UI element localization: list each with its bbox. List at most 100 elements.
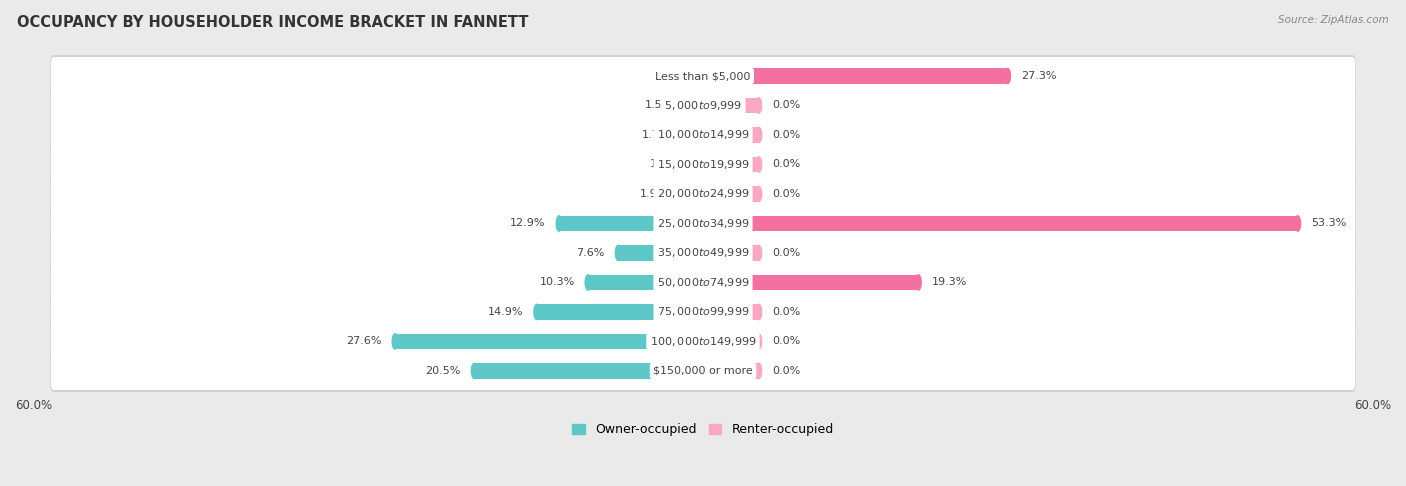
Text: 53.3%: 53.3% <box>1310 219 1347 228</box>
Text: 0.0%: 0.0% <box>772 130 800 140</box>
Circle shape <box>1005 69 1011 84</box>
Text: 20.5%: 20.5% <box>426 366 461 376</box>
Text: OCCUPANCY BY HOUSEHOLDER INCOME BRACKET IN FANNETT: OCCUPANCY BY HOUSEHOLDER INCOME BRACKET … <box>17 15 529 30</box>
Bar <box>619 245 703 260</box>
Circle shape <box>756 186 762 202</box>
Circle shape <box>392 334 398 349</box>
FancyBboxPatch shape <box>51 87 1355 124</box>
FancyBboxPatch shape <box>51 116 1355 154</box>
Bar <box>703 245 759 260</box>
Text: $75,000 to $99,999: $75,000 to $99,999 <box>657 306 749 318</box>
FancyBboxPatch shape <box>51 175 1355 213</box>
Text: 0.0%: 0.0% <box>772 159 800 170</box>
Circle shape <box>616 245 621 260</box>
Text: $150,000 or more: $150,000 or more <box>654 366 752 376</box>
FancyBboxPatch shape <box>51 232 1355 274</box>
Circle shape <box>756 245 762 260</box>
FancyBboxPatch shape <box>51 291 1355 333</box>
FancyBboxPatch shape <box>51 322 1355 361</box>
Circle shape <box>756 363 762 379</box>
Text: $20,000 to $24,999: $20,000 to $24,999 <box>657 188 749 201</box>
FancyBboxPatch shape <box>51 234 1355 272</box>
Bar <box>703 69 1008 84</box>
FancyBboxPatch shape <box>51 263 1355 301</box>
Text: 19.3%: 19.3% <box>932 278 967 287</box>
Bar <box>703 275 918 290</box>
Bar <box>703 186 759 202</box>
Text: 0.0%: 0.0% <box>772 307 800 317</box>
Bar <box>395 334 703 349</box>
FancyBboxPatch shape <box>51 293 1355 331</box>
Bar <box>685 127 703 143</box>
Bar <box>682 186 703 202</box>
Bar <box>703 304 759 320</box>
FancyBboxPatch shape <box>51 173 1355 215</box>
Text: $10,000 to $14,999: $10,000 to $14,999 <box>657 128 749 141</box>
Circle shape <box>756 98 762 113</box>
Text: $5,000 to $9,999: $5,000 to $9,999 <box>664 99 742 112</box>
Bar <box>703 334 759 349</box>
Circle shape <box>679 186 685 202</box>
Circle shape <box>471 363 477 379</box>
Text: Less than $5,000: Less than $5,000 <box>655 71 751 81</box>
Circle shape <box>683 98 689 113</box>
Text: $25,000 to $34,999: $25,000 to $34,999 <box>657 217 749 230</box>
Bar <box>686 98 703 113</box>
Text: 7.6%: 7.6% <box>576 248 605 258</box>
Bar <box>560 216 703 231</box>
Bar <box>703 157 759 172</box>
Bar <box>703 363 759 379</box>
Text: 0.0%: 0.0% <box>772 101 800 110</box>
Circle shape <box>756 157 762 172</box>
Text: 1.0%: 1.0% <box>650 159 679 170</box>
Bar <box>537 304 703 320</box>
Circle shape <box>689 157 695 172</box>
Text: 0.0%: 0.0% <box>661 71 689 81</box>
Circle shape <box>756 334 762 349</box>
Text: 0.0%: 0.0% <box>772 189 800 199</box>
Text: 1.9%: 1.9% <box>640 189 668 199</box>
Text: 10.3%: 10.3% <box>540 278 575 287</box>
Circle shape <box>915 275 921 290</box>
Circle shape <box>681 127 688 143</box>
FancyBboxPatch shape <box>51 145 1355 184</box>
FancyBboxPatch shape <box>51 205 1355 243</box>
Text: $50,000 to $74,999: $50,000 to $74,999 <box>657 276 749 289</box>
FancyBboxPatch shape <box>51 85 1355 126</box>
Circle shape <box>756 127 762 143</box>
Circle shape <box>534 304 540 320</box>
Text: 1.5%: 1.5% <box>644 101 673 110</box>
Bar <box>588 275 703 290</box>
Circle shape <box>1295 216 1301 231</box>
Text: 14.9%: 14.9% <box>488 307 523 317</box>
Circle shape <box>585 275 591 290</box>
Legend: Owner-occupied, Renter-occupied: Owner-occupied, Renter-occupied <box>568 418 838 441</box>
Bar <box>474 363 703 379</box>
Bar <box>703 216 1298 231</box>
FancyBboxPatch shape <box>51 261 1355 303</box>
Text: 0.0%: 0.0% <box>772 248 800 258</box>
Circle shape <box>557 216 562 231</box>
Text: $100,000 to $149,999: $100,000 to $149,999 <box>650 335 756 348</box>
Bar <box>703 127 759 143</box>
Circle shape <box>756 304 762 320</box>
FancyBboxPatch shape <box>51 352 1355 390</box>
Text: 1.7%: 1.7% <box>643 130 671 140</box>
Text: 0.0%: 0.0% <box>772 336 800 347</box>
Text: $35,000 to $49,999: $35,000 to $49,999 <box>657 246 749 260</box>
FancyBboxPatch shape <box>51 320 1355 363</box>
FancyBboxPatch shape <box>51 55 1355 97</box>
FancyBboxPatch shape <box>51 203 1355 244</box>
Text: 12.9%: 12.9% <box>510 219 546 228</box>
FancyBboxPatch shape <box>51 114 1355 156</box>
Bar <box>703 98 759 113</box>
FancyBboxPatch shape <box>51 57 1355 95</box>
Text: $15,000 to $19,999: $15,000 to $19,999 <box>657 158 749 171</box>
FancyBboxPatch shape <box>51 143 1355 186</box>
Bar <box>692 157 703 172</box>
Text: 27.6%: 27.6% <box>346 336 381 347</box>
FancyBboxPatch shape <box>51 350 1355 392</box>
Text: 0.0%: 0.0% <box>772 366 800 376</box>
Text: Source: ZipAtlas.com: Source: ZipAtlas.com <box>1278 15 1389 25</box>
Text: 27.3%: 27.3% <box>1021 71 1056 81</box>
